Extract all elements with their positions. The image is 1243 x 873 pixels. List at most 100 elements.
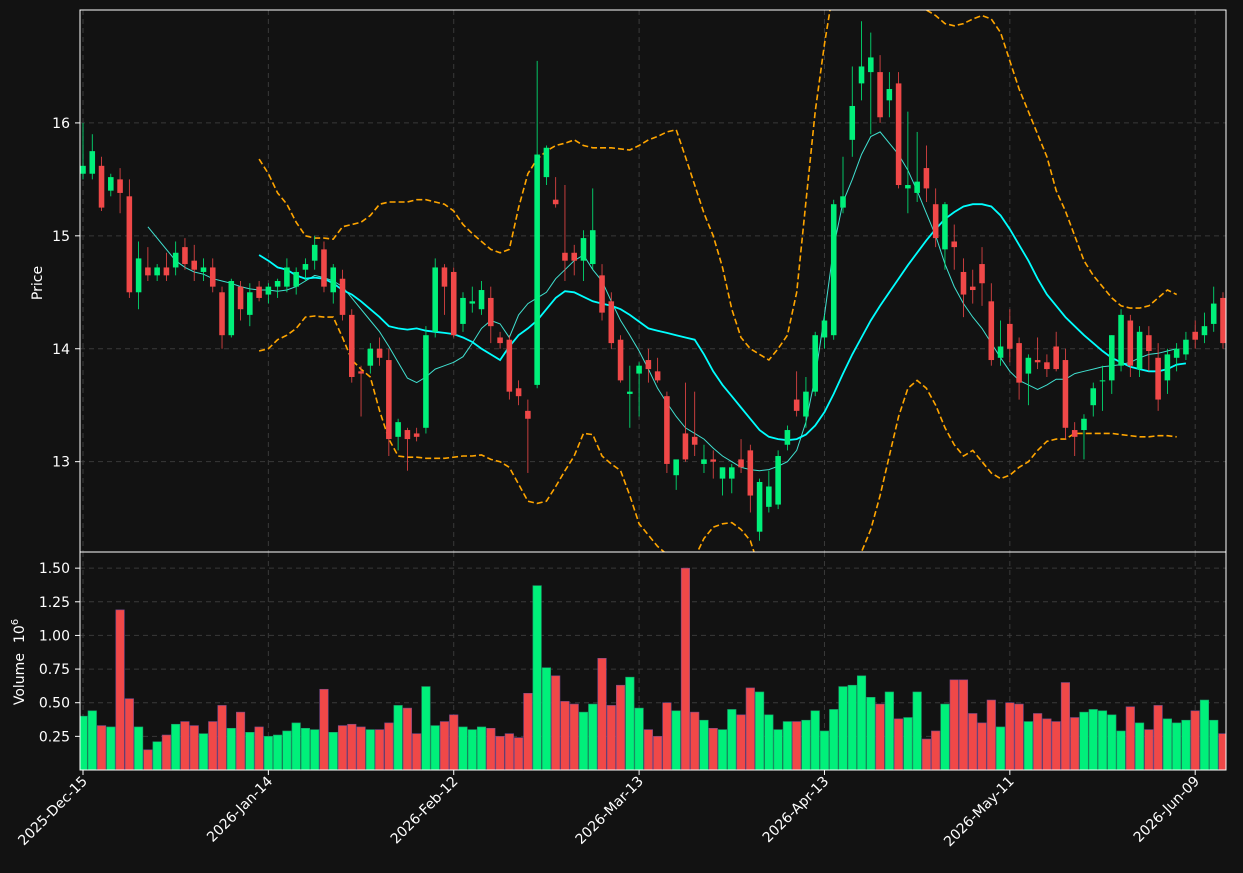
volume-axis-multiplier: 10 (12, 625, 28, 643)
volume-bar (217, 705, 227, 770)
candle-body (515, 388, 522, 397)
volume-bar (337, 725, 348, 770)
candle-body (1025, 357, 1032, 374)
volume-bar (467, 729, 477, 770)
volume-bar (449, 714, 459, 770)
volume-bar (412, 733, 422, 770)
candle-body (636, 365, 642, 374)
volume-bar (866, 697, 876, 770)
bollinger-bands (258, 10, 1178, 552)
price-tick-label: 15 (52, 229, 70, 245)
candle-body (914, 181, 920, 193)
candle-body (775, 456, 781, 505)
candle-body (80, 165, 86, 174)
candle-body (960, 271, 967, 295)
volume-bar (152, 741, 162, 770)
volume-bar (662, 702, 672, 770)
candle-body (1192, 331, 1198, 340)
volume-bar (1107, 714, 1117, 770)
price-y-axis: 13 14 15 16 (52, 116, 80, 471)
candle-body (256, 286, 262, 298)
candle-body (135, 258, 142, 293)
candle-body (729, 467, 735, 479)
candle-body (321, 249, 327, 287)
candle-body (488, 297, 494, 327)
volume-bar (931, 730, 941, 770)
volume-bar (764, 714, 774, 770)
candle-body (821, 320, 828, 338)
candle-body (497, 337, 503, 344)
volume-bar (986, 699, 996, 770)
fast-moving-average-line (147, 131, 1177, 472)
volume-panel-frame (79, 551, 1227, 771)
volume-bar (1218, 733, 1226, 770)
candle-body (469, 301, 476, 304)
candle-body (1220, 297, 1226, 344)
volume-tick-label: 1.50 (39, 561, 70, 577)
candle-body (154, 267, 160, 276)
candle-body (404, 430, 411, 440)
candle-body (145, 267, 151, 276)
volume-bar (421, 686, 431, 770)
volume-bar (1144, 729, 1154, 770)
volume-bar (773, 729, 783, 770)
candle-body (571, 252, 577, 261)
candle-body (506, 339, 513, 392)
candle-body (840, 196, 846, 208)
volume-bar (208, 721, 218, 770)
volume-bar (1070, 717, 1080, 770)
volume-bar (458, 726, 468, 770)
volume-bar (439, 721, 450, 770)
volume-bar (949, 679, 959, 770)
candle-body (339, 278, 346, 315)
candle-body (1062, 360, 1069, 428)
volume-axis-exponent: 6 (10, 619, 21, 625)
candle-body (580, 238, 587, 261)
candle-body (117, 179, 123, 193)
volume-bar (134, 726, 144, 770)
volume-bar (1135, 722, 1145, 770)
volume-bar (310, 729, 320, 770)
candles (80, 21, 1226, 541)
volume-bar (523, 692, 533, 770)
volume-bar (1079, 711, 1089, 770)
volume-bar (189, 725, 199, 770)
candle-body (432, 267, 438, 332)
candle-body (997, 346, 1004, 358)
volume-bar (736, 714, 746, 770)
candle-body (1090, 388, 1097, 406)
slow-moving-average-line (258, 203, 1187, 442)
volume-bar (1209, 719, 1219, 770)
candle-body (664, 396, 670, 464)
candle-body (311, 244, 318, 261)
volume-bar (717, 729, 728, 770)
candle-body (951, 241, 957, 248)
volume-bar (894, 718, 904, 770)
candle-body (191, 260, 197, 270)
price-grid (80, 10, 1226, 552)
volume-bar (1014, 703, 1024, 770)
price-tick-label: 13 (52, 455, 70, 471)
candle-body (682, 433, 689, 460)
volume-bar (235, 711, 246, 770)
volume-bar (402, 707, 412, 770)
volume-bar (282, 730, 292, 770)
candle-body (1183, 339, 1189, 355)
volume-bar (124, 698, 134, 770)
volume-bar (532, 585, 542, 770)
volume-bar (1060, 682, 1071, 770)
volume-bar (254, 726, 264, 770)
candle-body (1007, 323, 1013, 349)
volume-bar (1153, 705, 1163, 770)
volume-bar (810, 710, 820, 770)
volume-bar (838, 686, 848, 770)
candle-body (265, 286, 272, 295)
candle-body (284, 267, 290, 287)
volume-bars (80, 567, 1226, 770)
volume-bar (300, 727, 311, 770)
candle-body (932, 204, 939, 239)
volume-bar (115, 609, 125, 770)
candle-body (349, 314, 355, 377)
candle-body (413, 433, 420, 437)
volume-bar (541, 667, 551, 770)
